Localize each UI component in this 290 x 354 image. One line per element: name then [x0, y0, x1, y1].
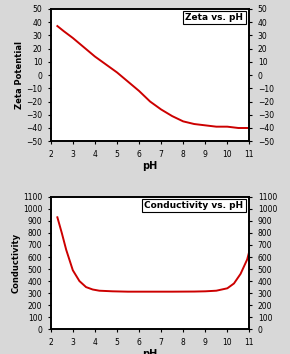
- X-axis label: pH: pH: [142, 161, 158, 171]
- X-axis label: pH: pH: [142, 349, 158, 354]
- Y-axis label: Zeta Potential: Zeta Potential: [14, 41, 23, 109]
- Text: Conductivity vs. pH: Conductivity vs. pH: [144, 201, 243, 210]
- Text: Zeta vs. pH: Zeta vs. pH: [185, 13, 243, 22]
- Y-axis label: Conductivity: Conductivity: [11, 233, 20, 293]
